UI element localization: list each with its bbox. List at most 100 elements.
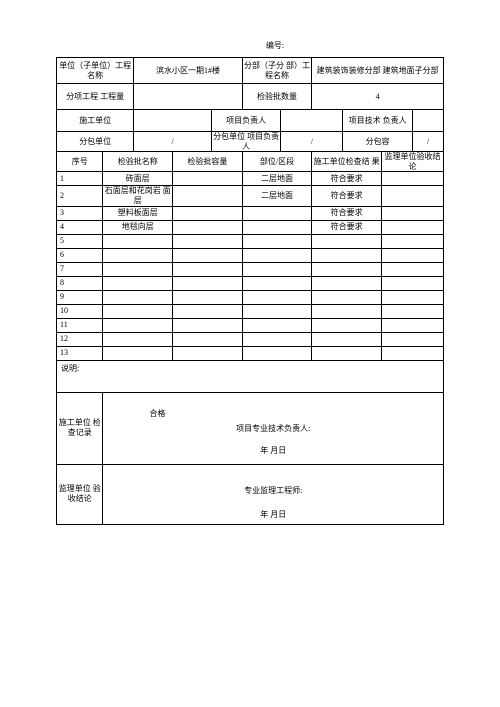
cell-seq: 5 [57, 234, 103, 248]
cell-name: 地毯向层 [103, 220, 173, 234]
table-row: 12 [57, 332, 444, 346]
cell-sec: 二层地面 [242, 172, 312, 186]
cell-name [103, 262, 173, 276]
cell-name: 石面层和花岗岩 面层 [103, 186, 173, 206]
cell-sec [242, 304, 312, 318]
table-row: 5 [57, 234, 444, 248]
subcontract-slash2: / [281, 132, 343, 152]
subcontract-content-label: 分包容 [343, 132, 413, 152]
cell-sr [382, 234, 444, 248]
cell-sr [382, 248, 444, 262]
tech-leader-value [412, 110, 443, 132]
cell-sr [382, 206, 444, 220]
check-date: 年 月日 [109, 446, 437, 456]
cell-name [103, 318, 173, 332]
cell-name [103, 304, 173, 318]
cell-sec [242, 290, 312, 304]
cell-cap [173, 304, 243, 318]
unit-project-value: 滨水小区一期1#楼 [134, 58, 242, 84]
table-row: 2石面层和花岗岩 面层 二层地面符合要求 [57, 186, 444, 206]
hdr-section: 部位/区段 [242, 152, 312, 172]
check-record-left-label: 施工单位 检查记录 [57, 392, 103, 464]
cell-cr [312, 276, 382, 290]
cell-cap [173, 346, 243, 360]
cell-cr [312, 234, 382, 248]
cell-name: 塑料板面层 [103, 206, 173, 220]
cell-sec [242, 248, 312, 262]
cell-sr [382, 262, 444, 276]
table-row: 1砖面层二层地面符合要求 [57, 172, 444, 186]
description-label: 说明: [57, 360, 444, 392]
verify-content: 专业监理工程师: 年 月日 [103, 464, 444, 524]
check-qualified: 合格 [149, 409, 437, 419]
cell-cr: 符合要求 [312, 206, 382, 220]
subcontract-unit-label: 分包单位 [57, 132, 134, 152]
hdr-batch-capacity: 检验批容量 [173, 152, 243, 172]
cell-sr [382, 172, 444, 186]
cell-seq: 12 [57, 332, 103, 346]
table-row: 7 [57, 262, 444, 276]
check-responsible: 项目专业技术负责人: [109, 424, 437, 434]
table-row: 13 [57, 346, 444, 360]
cell-cr [312, 346, 382, 360]
cell-cr [312, 318, 382, 332]
cell-seq: 11 [57, 318, 103, 332]
cell-sec [242, 206, 312, 220]
table-row: 8 [57, 276, 444, 290]
hdr-batch-name: 检验批名称 [103, 152, 173, 172]
doc-number-label: 编号: [56, 40, 444, 51]
cell-cr [312, 332, 382, 346]
cell-sec: 二层地面 [242, 186, 312, 206]
cell-cap [173, 248, 243, 262]
cell-cap [173, 262, 243, 276]
table-row: 6 [57, 248, 444, 262]
cell-sr [382, 332, 444, 346]
cell-cap [173, 234, 243, 248]
cell-cap [173, 172, 243, 186]
cell-seq: 8 [57, 276, 103, 290]
cell-cr: 符合要求 [312, 220, 382, 234]
hdr-construct-result: 施工单位检查结 果 [312, 152, 382, 172]
cell-seq: 13 [57, 346, 103, 360]
table-row: 11 [57, 318, 444, 332]
cell-sec [242, 276, 312, 290]
cell-cr [312, 262, 382, 276]
cell-seq: 6 [57, 248, 103, 262]
sub-division-label: 分部（子分 部）工程名称 [242, 58, 312, 84]
cell-seq: 3 [57, 206, 103, 220]
cell-sec [242, 234, 312, 248]
cell-cap [173, 318, 243, 332]
cell-sec [242, 262, 312, 276]
cell-seq: 7 [57, 262, 103, 276]
cell-sr [382, 276, 444, 290]
subcontract-leader-label: 分包单位 项目负责人 [211, 132, 281, 152]
cell-sr [382, 186, 444, 206]
table-row: 10 [57, 304, 444, 318]
cell-seq: 4 [57, 220, 103, 234]
sub-item-qty-value [134, 84, 242, 110]
sub-division-value: 建筑装饰装修分部 建筑地面子分部 [312, 58, 444, 84]
cell-sr [382, 220, 444, 234]
cell-cap [173, 332, 243, 346]
form-table: 单位（子单位）工程名称 滨水小区一期1#楼 分部（子分 部）工程名称 建筑装饰装… [56, 57, 444, 525]
table-row: 4地毯向层 符合要求 [57, 220, 444, 234]
cell-seq: 9 [57, 290, 103, 304]
cell-cr: 符合要求 [312, 186, 382, 206]
cell-name [103, 346, 173, 360]
subcontract-slash1: / [134, 132, 211, 152]
table-row: 9 [57, 290, 444, 304]
cell-cap [173, 220, 243, 234]
cell-cr [312, 290, 382, 304]
cell-sr [382, 318, 444, 332]
cell-cap [173, 290, 243, 304]
cell-seq: 1 [57, 172, 103, 186]
cell-seq: 2 [57, 186, 103, 206]
cell-sec [242, 220, 312, 234]
cell-sec [242, 318, 312, 332]
check-record-content: 合格 项目专业技术负责人: 年 月日 [103, 392, 444, 464]
proj-leader-value [281, 110, 343, 132]
table-row: 3塑料板面层 符合要求 [57, 206, 444, 220]
cell-name [103, 276, 173, 290]
sub-item-qty-label: 分项工程 工程量 [57, 84, 134, 110]
hdr-seq: 序号 [57, 152, 103, 172]
